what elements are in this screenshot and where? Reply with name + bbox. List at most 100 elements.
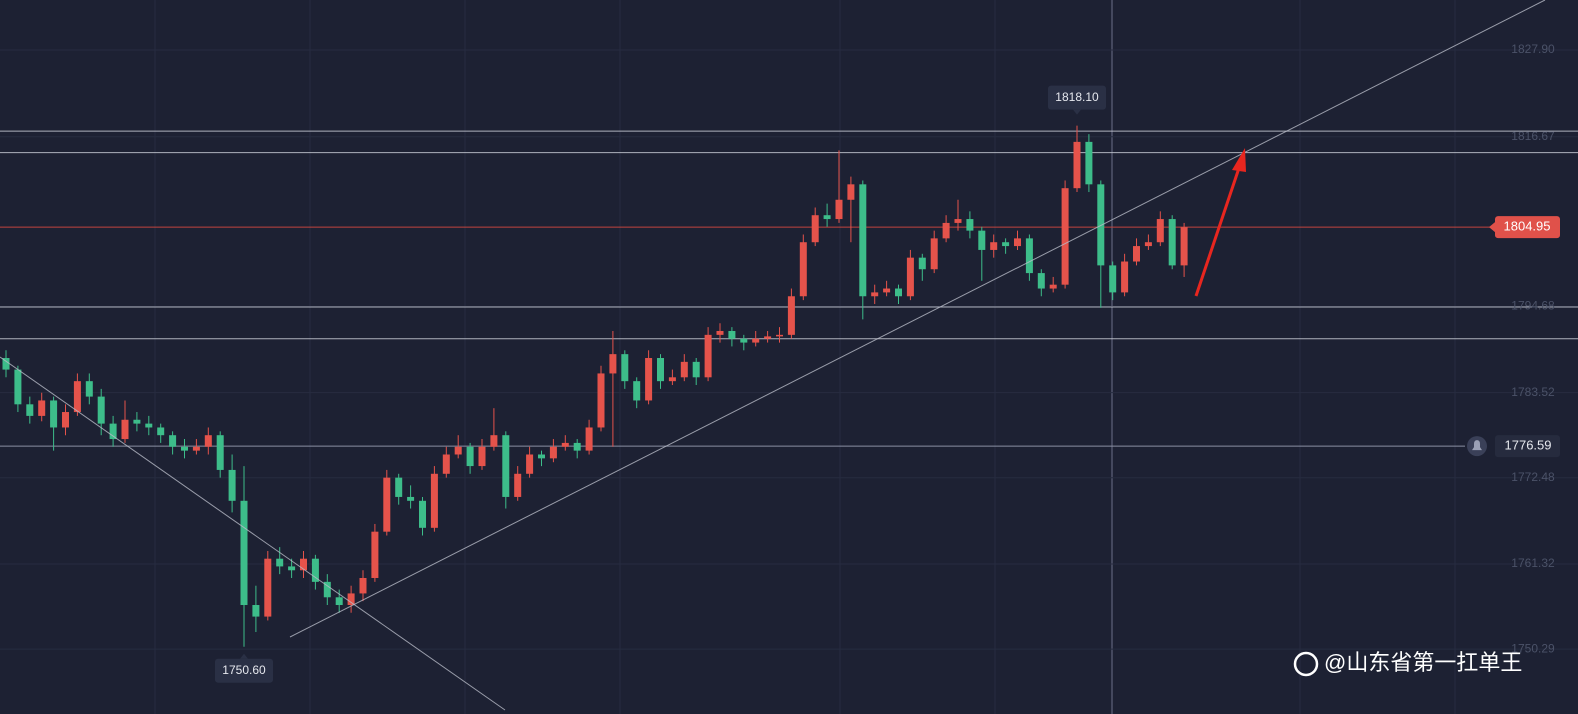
levels bbox=[0, 130, 1578, 447]
candle-body bbox=[300, 558, 307, 571]
candle-body bbox=[704, 334, 712, 378]
alert-tag bbox=[1495, 435, 1560, 458]
alert-tag-label: 1776.59 bbox=[1505, 438, 1552, 453]
trend-line bbox=[289, 0, 1546, 638]
watermark-icon bbox=[1293, 651, 1319, 677]
y-tick-label: 1827.90 bbox=[1511, 42, 1555, 56]
candle-body bbox=[561, 442, 569, 447]
candle-body bbox=[1144, 242, 1152, 247]
candle-body bbox=[526, 454, 534, 474]
candle-body bbox=[1168, 219, 1176, 266]
candle-body bbox=[811, 215, 819, 243]
candle-body bbox=[514, 473, 522, 497]
candle-body bbox=[407, 496, 415, 501]
candle-body bbox=[264, 558, 272, 617]
candle-body bbox=[216, 435, 224, 470]
candle-body bbox=[835, 199, 843, 220]
arrow bbox=[1194, 148, 1246, 297]
candle-body bbox=[502, 435, 510, 497]
candle-body bbox=[538, 454, 545, 459]
candle-body bbox=[799, 242, 807, 297]
candle-body bbox=[62, 412, 69, 428]
candle-body bbox=[442, 454, 450, 474]
candle-body bbox=[466, 446, 474, 467]
y-tick-label: 1816.67 bbox=[1511, 129, 1555, 143]
candle-body bbox=[38, 400, 46, 416]
candle-body bbox=[323, 581, 331, 598]
candle-body bbox=[883, 288, 891, 293]
candle-body bbox=[157, 427, 165, 436]
y-tick-label: 1750.29 bbox=[1511, 641, 1555, 655]
candle-body bbox=[1156, 219, 1164, 243]
candle-body bbox=[430, 473, 438, 528]
candle-body bbox=[680, 361, 688, 378]
candle-body bbox=[347, 593, 355, 606]
candle-body bbox=[776, 334, 783, 337]
candle-body bbox=[1073, 141, 1081, 189]
candle-body bbox=[906, 257, 914, 297]
candle-body bbox=[1025, 238, 1033, 274]
candle-body bbox=[383, 477, 391, 532]
candle-body bbox=[204, 435, 212, 447]
annotation-box bbox=[215, 658, 273, 683]
price-tag-label: 1804.95 bbox=[1504, 219, 1551, 234]
candle-body bbox=[859, 184, 867, 297]
candle-body bbox=[1037, 273, 1045, 289]
arrow-head bbox=[1232, 148, 1246, 172]
candle-body bbox=[454, 446, 462, 455]
candle-body bbox=[109, 423, 117, 440]
candle-body bbox=[621, 354, 629, 382]
candle-body bbox=[764, 336, 772, 339]
candle-body bbox=[97, 396, 105, 424]
vertical-grid bbox=[154, 0, 1456, 714]
candle-body bbox=[823, 215, 831, 220]
candle-body bbox=[50, 400, 58, 428]
candle-body bbox=[133, 419, 141, 424]
candle-body bbox=[419, 500, 426, 528]
arrow-shaft bbox=[1194, 167, 1241, 297]
candle-body bbox=[26, 404, 34, 416]
candle-body bbox=[2, 358, 10, 370]
annotation-pointer bbox=[240, 653, 248, 659]
y-tick-label: 1772.48 bbox=[1511, 470, 1555, 484]
candle-body bbox=[1085, 141, 1093, 185]
candle-body bbox=[85, 381, 93, 397]
candles bbox=[2, 125, 1188, 647]
candle-body bbox=[657, 358, 664, 382]
candle-body bbox=[752, 338, 760, 343]
candle-body bbox=[395, 477, 403, 497]
candle-body bbox=[990, 242, 998, 250]
candle-body bbox=[633, 381, 641, 401]
candle-body bbox=[585, 427, 593, 451]
candle-body bbox=[728, 330, 736, 339]
candle-body bbox=[668, 377, 676, 382]
candle-body bbox=[549, 446, 557, 459]
annotation-label: 1750.60 bbox=[222, 663, 266, 677]
alert-bell bbox=[1472, 440, 1482, 451]
candle-body bbox=[145, 423, 153, 428]
candle-body bbox=[311, 558, 319, 582]
candle-body bbox=[847, 184, 855, 200]
candle-body bbox=[692, 361, 700, 378]
candle-body bbox=[1109, 265, 1117, 293]
candle-body bbox=[740, 338, 748, 343]
horizontal-grid bbox=[0, 49, 1578, 650]
candle-body bbox=[1133, 246, 1140, 262]
candle-body bbox=[181, 446, 188, 451]
candle-body bbox=[121, 419, 129, 440]
candle-body bbox=[645, 358, 653, 401]
candle-body bbox=[942, 222, 950, 239]
candle-body bbox=[787, 296, 795, 335]
annotation-label: 1818.10 bbox=[1055, 90, 1099, 104]
candle-body bbox=[1014, 238, 1021, 247]
candle-body bbox=[335, 597, 343, 606]
candle-body bbox=[252, 605, 260, 617]
annotation-box bbox=[1048, 85, 1106, 110]
trend-line bbox=[0, 356, 506, 711]
candle-body bbox=[930, 238, 938, 270]
candle-body bbox=[1049, 284, 1057, 289]
candle-body bbox=[895, 288, 902, 297]
candle-body bbox=[573, 442, 581, 451]
